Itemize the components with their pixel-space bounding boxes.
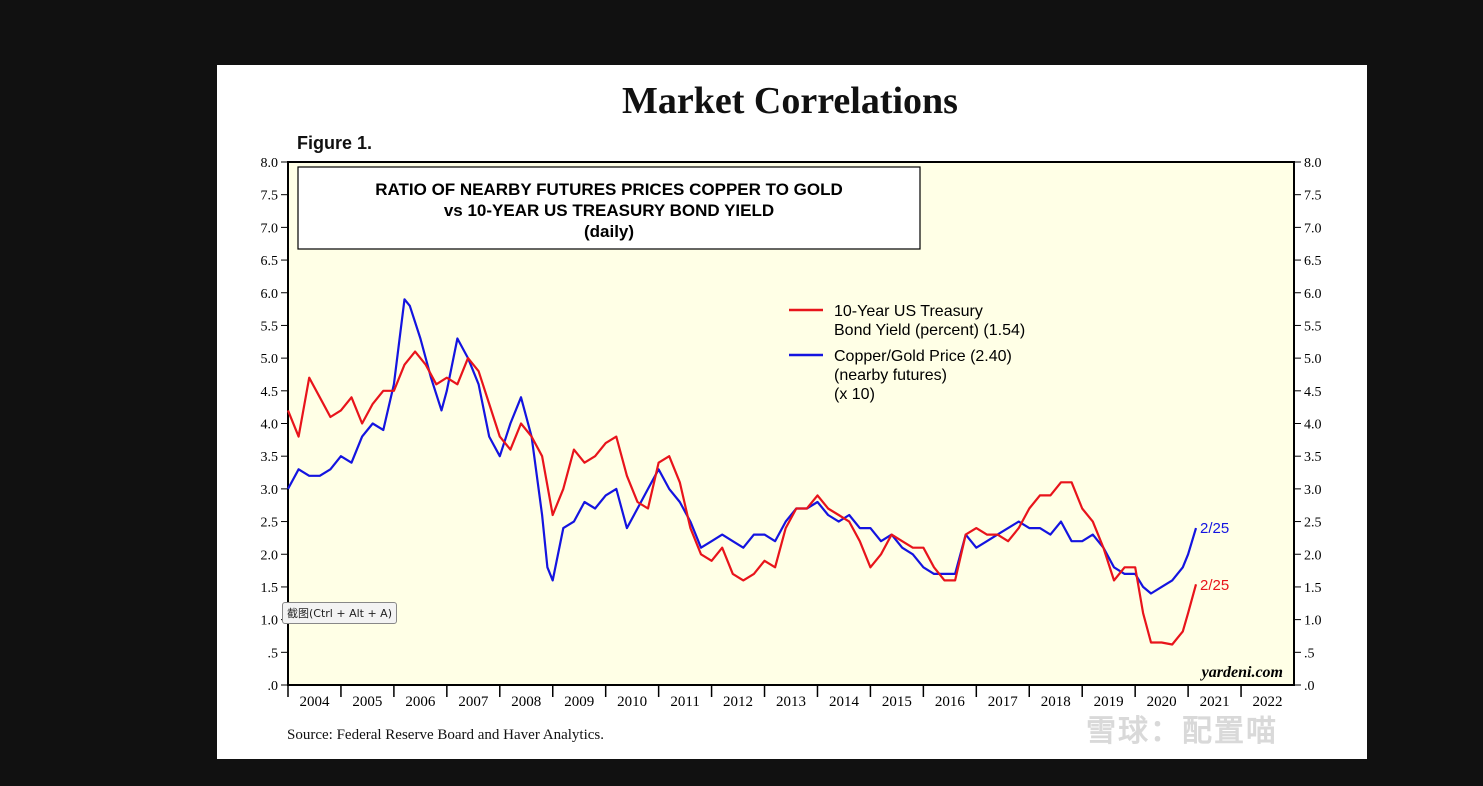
y-tick-label-left: 3.0 — [261, 483, 279, 498]
y-tick-label-right: 2.5 — [1304, 516, 1322, 531]
x-tick-label: 2014 — [829, 694, 860, 710]
x-tick-label: 2009 — [564, 694, 594, 710]
watermark: 雪球：配置喵 — [1086, 714, 1278, 749]
series-lines — [286, 298, 1198, 646]
y-tick-label-left: 1.5 — [261, 581, 279, 596]
y-tick-label-left: .5 — [268, 646, 279, 661]
x-tick-label: 2015 — [882, 694, 912, 710]
y-tick-label-left: 7.0 — [261, 221, 279, 236]
x-tick-label: 2008 — [511, 694, 541, 710]
y-tick-label-left: 4.5 — [261, 385, 279, 400]
series-line-yield — [286, 350, 1198, 646]
x-tick-label: 2018 — [1041, 694, 1071, 710]
x-tick-label: 2010 — [617, 694, 647, 710]
y-tick-label-right: 6.5 — [1304, 254, 1322, 269]
x-tick-label: 2007 — [458, 694, 489, 710]
y-ticks: .0 .0 .5 .5 1.0 1.0 1.5 1.5 2.0 2.0 2.5 2.5 3.0 3.0 3.… — [261, 156, 1322, 694]
x-tick-label: 2016 — [935, 694, 966, 710]
y-tick-label-right: .5 — [1304, 646, 1315, 661]
figure-label: Figure 1. — [297, 133, 373, 153]
y-tick-label-left: 5.5 — [261, 319, 279, 334]
y-tick-label-left: 3.5 — [261, 450, 279, 465]
source-note: Source: Federal Reserve Board and Haver … — [287, 727, 604, 743]
y-tick-label-right: 4.5 — [1304, 385, 1322, 400]
x-tick-label: 2005 — [352, 694, 382, 710]
x-tick-label: 2011 — [670, 694, 699, 710]
y-tick-label-left: 6.0 — [261, 287, 279, 302]
y-tick-label-right: 3.5 — [1304, 450, 1322, 465]
legend-yield-line-1: 10-Year US Treasury — [834, 303, 983, 320]
x-tick-label: 2017 — [988, 694, 1019, 710]
x-tick-label: 2012 — [723, 694, 753, 710]
y-tick-label-right: 4.0 — [1304, 418, 1322, 433]
y-tick-label-left: 8.0 — [261, 156, 279, 171]
x-tick-label: 2022 — [1253, 694, 1283, 710]
y-tick-label-right: 8.0 — [1304, 156, 1322, 171]
legend-copper-gold-line-1: Copper/Gold Price (2.40) — [834, 348, 1012, 365]
legend-copper-gold-line-3: (x 10) — [834, 386, 875, 403]
chart-subtitle-line-2: (daily) — [584, 222, 634, 241]
chart-title-box — [297, 166, 921, 250]
y-tick-label-left: 1.0 — [261, 614, 279, 629]
y-tick-label-right: 6.0 — [1304, 287, 1322, 302]
y-tick-label-right: 2.0 — [1304, 548, 1322, 563]
y-tick-label-right: 1.0 — [1304, 614, 1322, 629]
y-tick-label-left: 2.5 — [261, 516, 279, 531]
y-tick-label-right: .0 — [1304, 679, 1315, 694]
y-tick-label-left: 4.0 — [261, 418, 279, 433]
x-tick-label: 2020 — [1147, 694, 1177, 710]
brand-label: yardeni.com — [1200, 664, 1283, 681]
x-tick-label: 2019 — [1094, 694, 1124, 710]
end-label-yield: 2/25 — [1200, 577, 1229, 594]
legend-copper-gold-line-2: (nearby futures) — [834, 367, 947, 384]
y-tick-label-right: 7.5 — [1304, 189, 1322, 204]
screenshot-tooltip: 截图(Ctrl + Alt + A) — [282, 602, 397, 624]
legend-yield-line-2: Bond Yield (percent) (1.54) — [834, 322, 1025, 339]
y-tick-label-left: 2.0 — [261, 548, 279, 563]
x-tick-label: 2004 — [299, 694, 330, 710]
end-label-copper-gold: 2/25 — [1200, 520, 1229, 537]
x-ticks: 2004 2005 2006 2007 2008 2009 2010 2011 2012 2013… — [287, 685, 1283, 710]
x-tick-label: 2006 — [405, 694, 436, 710]
y-tick-label-left: .0 — [268, 679, 279, 694]
page-title: Market Correlations — [622, 80, 958, 122]
chart-title: RATIO OF NEARBY FUTURES PRICES COPPER TO… — [375, 180, 843, 199]
y-tick-label-right: 3.0 — [1304, 483, 1322, 498]
y-tick-label-left: 7.5 — [261, 189, 279, 204]
legend: 10-Year US Treasury Bond Yield (percent)… — [789, 303, 1025, 403]
y-tick-label-right: 5.0 — [1304, 352, 1322, 367]
x-tick-label: 2013 — [776, 694, 806, 710]
y-tick-label-left: 6.5 — [261, 254, 279, 269]
chart-svg: .0 .0 .5 .5 1.0 1.0 1.5 1.5 2.0 2.0 2.5 2.5 3.0 3.0 3.… — [261, 156, 1322, 710]
y-tick-label-left: 5.0 — [261, 352, 279, 367]
chart-panel: Market Correlations Figure 1. .0 .0 .5 .5 1.… — [217, 65, 1367, 759]
y-tick-label-right: 7.0 — [1304, 221, 1322, 236]
y-tick-label-right: 1.5 — [1304, 581, 1322, 596]
chart-subtitle-line-1: vs 10-YEAR US TREASURY BOND YIELD — [444, 201, 774, 220]
x-tick-label: 2021 — [1200, 694, 1230, 710]
y-tick-label-right: 5.5 — [1304, 319, 1322, 334]
series-line-copper-gold — [287, 298, 1198, 595]
